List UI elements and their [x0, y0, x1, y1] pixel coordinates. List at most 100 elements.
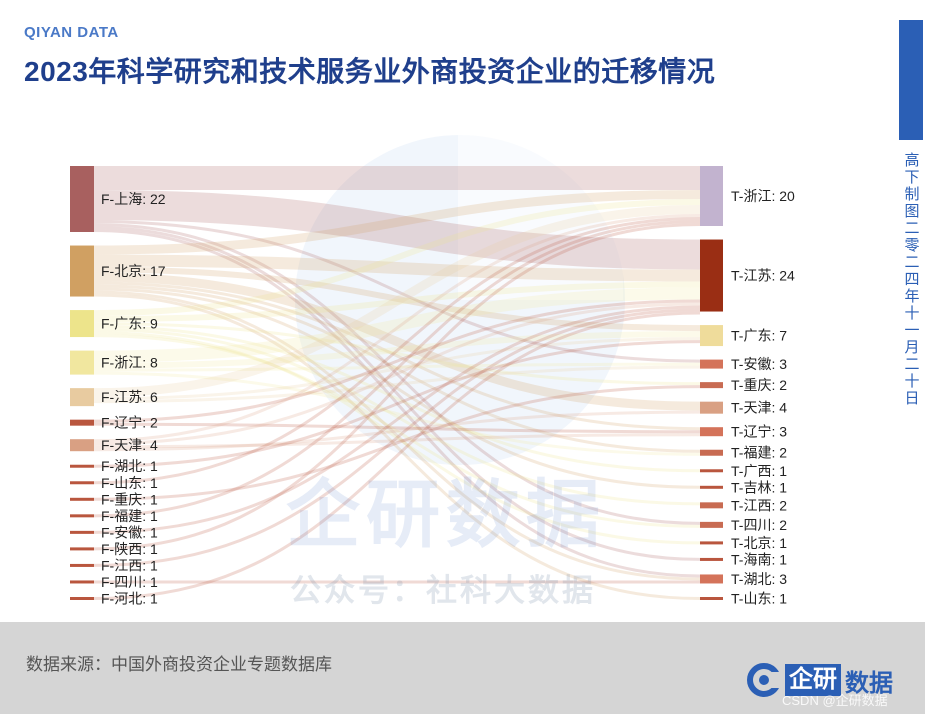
sankey-link	[93, 331, 701, 369]
sankey-link	[93, 340, 701, 468]
source-node-label: F-天津: 4	[101, 437, 158, 453]
sankey-link	[93, 217, 701, 485]
source-node-label: F-湖北: 1	[101, 458, 158, 474]
source-node-bar	[70, 481, 94, 485]
source-node-label: F-四川: 1	[101, 574, 158, 590]
target-node-bar	[700, 574, 723, 584]
source-node-bar	[70, 563, 94, 567]
target-node-bar	[700, 557, 723, 561]
source-node-label: F-安徽: 1	[101, 524, 158, 540]
source-node-bar	[70, 388, 94, 407]
sankey-link	[93, 302, 701, 446]
target-node-label: T-广东: 7	[731, 328, 787, 344]
sankey-link	[93, 371, 701, 456]
target-node-label: T-广西: 1	[731, 463, 787, 479]
sankey-link	[93, 272, 701, 411]
target-node-bar	[700, 449, 723, 456]
source-node-bar	[70, 350, 94, 375]
brand-label: QIYAN DATA	[24, 24, 119, 41]
sankey-link	[93, 281, 701, 323]
csdn-credit: CSDN @企研数据	[782, 693, 888, 708]
target-node-bar	[700, 502, 723, 509]
sankey-link	[93, 287, 701, 363]
source-node-label: F-福建: 1	[101, 508, 158, 524]
sankey-link	[93, 337, 701, 401]
target-node-label: T-江苏: 24	[731, 268, 795, 284]
sankey-link	[93, 325, 701, 473]
sankey-link	[93, 190, 701, 255]
sankey-link	[93, 293, 701, 600]
sidebar-date-text: 高下制图 二零二四年十一月二十日	[904, 152, 920, 407]
sankey-link	[93, 205, 701, 398]
sankey-link	[93, 229, 701, 578]
target-node-label: T-浙江: 20	[731, 188, 795, 204]
sankey-link	[93, 223, 701, 551]
sankey-link	[93, 281, 701, 431]
target-node-bar	[700, 166, 723, 226]
target-node-bar	[700, 359, 723, 369]
source-node-label: F-上海: 22	[101, 191, 166, 207]
target-node-label: T-四川: 2	[731, 517, 787, 533]
source-node-bar	[70, 597, 94, 600]
chart-title: 2023年科学研究和技术服务业外商投资企业的迁移情况	[24, 56, 716, 87]
source-node-bar	[70, 530, 94, 534]
source-node-label: F-广东: 9	[101, 316, 158, 332]
sankey-link	[93, 334, 701, 528]
sankey-link	[93, 220, 701, 363]
sankey-link	[93, 311, 701, 600]
target-node-bar	[700, 597, 723, 600]
source-node-label: F-河北: 1	[101, 591, 158, 607]
sankey-labels: F-上海: 22 F-北京: 17 F-广东: 9 F-浙江: 8 F-江苏: 6 F-辽…	[101, 188, 795, 607]
sankey-link	[93, 365, 701, 404]
target-node-bar	[700, 521, 723, 528]
sankey-link	[93, 220, 701, 518]
target-node-label: T-重庆: 2	[731, 377, 787, 393]
logo-text-word: 数据	[845, 669, 893, 697]
target-node-bar	[700, 541, 723, 545]
source-node-bar	[70, 514, 94, 518]
source-node-bar	[70, 497, 94, 501]
source-node-label: F-重庆: 1	[101, 491, 158, 507]
sidebar-accent-bar	[899, 20, 923, 140]
target-node-bar	[700, 239, 723, 312]
sankey-chart: F-上海: 22 F-北京: 17 F-广东: 9 F-浙江: 8 F-江苏: 6 F-辽…	[70, 135, 796, 607]
sankey-link	[93, 433, 701, 449]
target-node-label: T-湖北: 3	[731, 571, 787, 587]
source-node-label: F-江苏: 6	[101, 389, 158, 405]
sankey-link	[93, 322, 701, 386]
target-node-bar	[700, 427, 723, 437]
sankey-link	[93, 254, 701, 282]
target-node-bar	[700, 325, 723, 347]
source-node-label: F-北京: 17	[101, 263, 166, 279]
source-node-bar	[70, 166, 94, 232]
target-node-bar	[700, 485, 723, 489]
target-node-bar	[700, 401, 723, 414]
target-node-label: T-吉林: 1	[731, 479, 787, 495]
sankey-link	[93, 362, 701, 372]
source-node-bar	[70, 547, 94, 551]
source-node-label: F-山东: 1	[101, 475, 158, 491]
source-node-bar	[70, 464, 94, 468]
sankey-link	[93, 290, 701, 581]
target-node-label: T-安徽: 3	[731, 356, 787, 372]
sankey-link	[93, 422, 701, 434]
source-node-bar	[70, 310, 94, 338]
source-node-bar	[70, 439, 94, 452]
sankey-link	[93, 299, 701, 423]
sankey-link	[93, 199, 701, 317]
target-node-label: T-天津: 4	[731, 400, 787, 416]
data-source-text: 数据来源：中国外商投资企业专题数据库	[26, 655, 332, 674]
sankey-link	[93, 305, 701, 534]
source-node-bar	[70, 245, 94, 297]
target-node-label: T-山东: 1	[731, 591, 787, 607]
sankey-link	[93, 223, 701, 525]
sankey-link	[93, 266, 701, 332]
target-node-bar	[700, 382, 723, 389]
source-node-label: F-陕西: 1	[101, 541, 158, 557]
source-node-label: F-浙江: 8	[101, 355, 158, 371]
footer: 数据来源：中国外商投资企业专题数据库 企研 数据 CSDN @企研数据	[0, 622, 925, 714]
sankey-link	[93, 287, 701, 489]
sankey-link	[93, 331, 701, 545]
sankey-links	[93, 165, 701, 600]
target-node-label: T-江西: 2	[731, 497, 787, 513]
